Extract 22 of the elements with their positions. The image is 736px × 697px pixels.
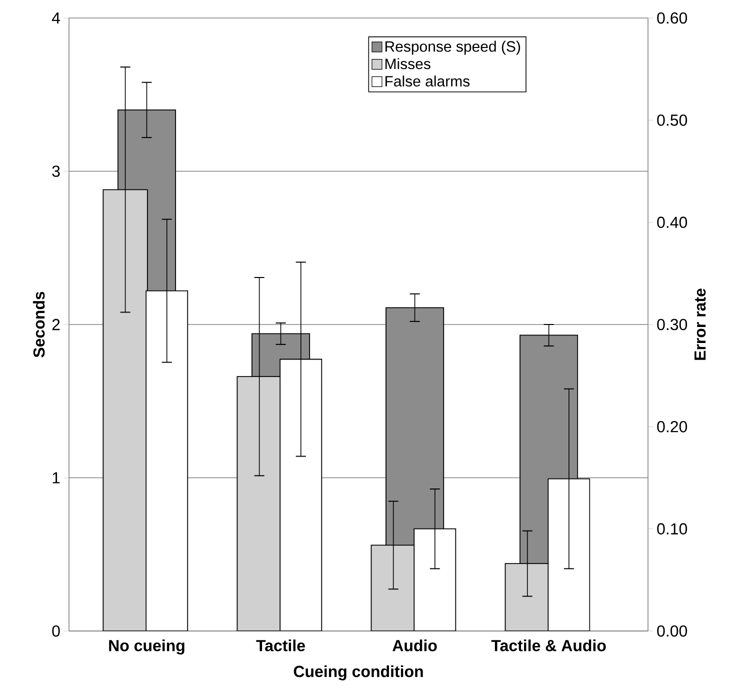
y-tick-label: 2 — [52, 318, 60, 330]
legend-label: Response speed (S) — [385, 40, 520, 55]
legend-label: Misses — [385, 58, 430, 70]
y2-tick-label: 0.30 — [657, 318, 688, 330]
x-tick-label: Audio — [392, 640, 437, 652]
y2-tick-label: 0.10 — [657, 523, 688, 534]
y2-tick-label: 0.40 — [657, 216, 688, 228]
x-axis-title: Cueing condition — [294, 665, 423, 680]
legend-label: False alarms — [385, 76, 470, 87]
y-tick-label: 3 — [52, 166, 60, 177]
y-tick-label: 0 — [52, 625, 60, 637]
y2-tick-label: 0.20 — [657, 421, 688, 432]
y2-axis-title: Error rate — [694, 288, 706, 360]
y2-tick-label: 0.50 — [657, 114, 688, 126]
y-tick-label: 4 — [52, 12, 60, 24]
x-tick-label: Tactile & Audio — [491, 640, 606, 652]
x-tick-label: No cueing — [109, 640, 184, 655]
y-tick-label: 1 — [52, 472, 60, 484]
x-tick-label: Tactile — [256, 640, 305, 652]
y-axis-title: Seconds — [32, 292, 45, 358]
y2-tick-label: 0.60 — [657, 12, 688, 24]
y2-tick-label: 0.00 — [657, 625, 688, 637]
